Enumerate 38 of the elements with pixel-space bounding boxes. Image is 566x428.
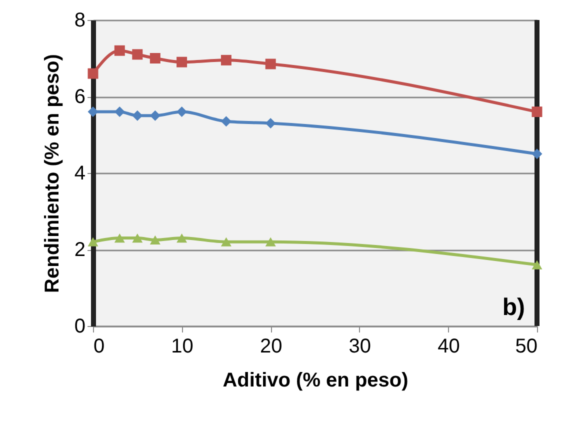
y-axis-title: Rendimiento (% en peso) bbox=[41, 54, 64, 293]
y-tick-label: 6 bbox=[74, 86, 86, 108]
point bbox=[132, 49, 143, 60]
x-tick-label: 40 bbox=[438, 336, 460, 358]
point bbox=[150, 53, 160, 64]
x-tick-label: 0 bbox=[94, 336, 105, 358]
point bbox=[88, 237, 98, 246]
x-tick-label: 20 bbox=[260, 336, 282, 358]
point bbox=[265, 237, 276, 246]
point bbox=[88, 68, 98, 79]
point bbox=[176, 106, 188, 118]
point bbox=[265, 58, 276, 70]
point bbox=[114, 233, 125, 243]
point bbox=[532, 106, 542, 118]
point bbox=[220, 116, 232, 127]
point bbox=[265, 118, 276, 129]
point bbox=[176, 56, 188, 68]
point bbox=[220, 237, 232, 246]
point bbox=[176, 233, 188, 243]
point bbox=[150, 235, 160, 244]
x-tick-label: 10 bbox=[171, 336, 194, 358]
point bbox=[132, 110, 143, 121]
point bbox=[132, 233, 143, 243]
x-tick-label: 30 bbox=[348, 336, 372, 358]
y-tick-label: 4 bbox=[74, 162, 86, 184]
y-tick-label: 0 bbox=[74, 316, 86, 338]
y-tick-label: 8 bbox=[74, 10, 86, 32]
point bbox=[532, 260, 542, 270]
point bbox=[220, 54, 232, 66]
annotation: b) bbox=[502, 294, 525, 321]
point bbox=[114, 106, 125, 118]
point bbox=[114, 45, 125, 56]
point bbox=[150, 110, 160, 121]
x-tick-label: 50 bbox=[515, 336, 538, 358]
point bbox=[532, 148, 542, 160]
point bbox=[88, 106, 98, 118]
x-axis-title: Aditivo (% en peso) bbox=[222, 370, 408, 392]
y-tick-label: 2 bbox=[74, 239, 86, 261]
